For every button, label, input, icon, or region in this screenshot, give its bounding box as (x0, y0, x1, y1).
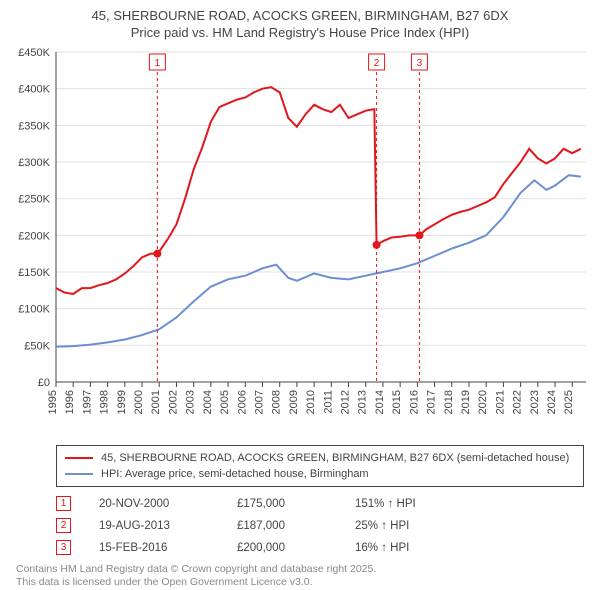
sale-price: £200,000 (237, 542, 327, 554)
sale-date: 19-AUG-2013 (99, 520, 209, 532)
svg-text:2013: 2013 (357, 390, 369, 414)
svg-text:2008: 2008 (271, 390, 283, 414)
sale-pct: 25% ↑ HPI (355, 520, 455, 532)
sales-row: 1 20-NOV-2000 £175,000 151% ↑ HPI (56, 493, 584, 515)
svg-text:1: 1 (155, 58, 161, 69)
legend-swatch (65, 473, 93, 475)
svg-text:2022: 2022 (512, 390, 524, 414)
sale-pct: 151% ↑ HPI (355, 498, 455, 510)
svg-text:2002: 2002 (167, 390, 179, 414)
svg-text:1999: 1999 (116, 390, 128, 414)
svg-text:2005: 2005 (219, 390, 231, 414)
title-subtitle: Price paid vs. HM Land Registry's House … (10, 25, 590, 42)
svg-text:2011: 2011 (322, 390, 334, 414)
svg-text:£50K: £50K (24, 340, 50, 352)
svg-text:£150K: £150K (18, 267, 50, 279)
svg-text:2024: 2024 (546, 390, 558, 414)
sale-price: £175,000 (237, 498, 327, 510)
sale-pct: 16% ↑ HPI (355, 542, 455, 554)
svg-text:2: 2 (374, 58, 380, 69)
title-block: 45, SHERBOURNE ROAD, ACOCKS GREEN, BIRMI… (0, 0, 600, 44)
footer-line: This data is licensed under the Open Gov… (16, 576, 584, 590)
legend-label: HPI: Average price, semi-detached house,… (101, 468, 369, 480)
sales-row: 2 19-AUG-2013 £187,000 25% ↑ HPI (56, 515, 584, 537)
svg-text:2006: 2006 (236, 390, 248, 414)
svg-text:£400K: £400K (18, 83, 50, 95)
svg-text:2020: 2020 (477, 390, 489, 414)
svg-text:£200K: £200K (18, 230, 50, 242)
svg-text:2010: 2010 (305, 390, 317, 414)
chart-container: 45, SHERBOURNE ROAD, ACOCKS GREEN, BIRMI… (0, 0, 600, 590)
legend: 45, SHERBOURNE ROAD, ACOCKS GREEN, BIRMI… (56, 445, 584, 487)
footer-line: Contains HM Land Registry data © Crown c… (16, 563, 584, 577)
svg-text:2007: 2007 (253, 390, 265, 414)
title-address: 45, SHERBOURNE ROAD, ACOCKS GREEN, BIRMI… (10, 8, 590, 25)
svg-text:2012: 2012 (340, 390, 352, 414)
chart-svg: £0 £50K £100K £150K £200K £250K £300K £350K £400… (0, 44, 600, 439)
svg-text:2015: 2015 (391, 390, 403, 414)
svg-text:£300K: £300K (18, 157, 50, 169)
sale-price: £187,000 (237, 520, 327, 532)
legend-row: HPI: Average price, semi-detached house,… (65, 466, 575, 482)
sales-row: 3 15-FEB-2016 £200,000 16% ↑ HPI (56, 537, 584, 559)
svg-text:2001: 2001 (150, 390, 162, 414)
sales-table: 1 20-NOV-2000 £175,000 151% ↑ HPI 2 19-A… (56, 493, 584, 559)
svg-text:3: 3 (417, 58, 423, 69)
svg-text:2021: 2021 (494, 390, 506, 414)
sale-date: 20-NOV-2000 (99, 498, 209, 510)
svg-text:2004: 2004 (202, 390, 214, 414)
svg-text:2000: 2000 (133, 390, 145, 414)
svg-text:2014: 2014 (374, 390, 386, 414)
svg-text:1995: 1995 (47, 390, 59, 414)
svg-text:1997: 1997 (81, 390, 93, 414)
svg-text:2018: 2018 (443, 390, 455, 414)
svg-text:2003: 2003 (185, 390, 197, 414)
legend-row: 45, SHERBOURNE ROAD, ACOCKS GREEN, BIRMI… (65, 450, 575, 466)
svg-text:1996: 1996 (64, 390, 76, 414)
svg-text:2009: 2009 (288, 390, 300, 414)
svg-text:£100K: £100K (18, 303, 50, 315)
footer: Contains HM Land Registry data © Crown c… (16, 563, 584, 590)
chart-area: £0 £50K £100K £150K £200K £250K £300K £350K £400… (0, 44, 600, 439)
sale-flag-icon: 1 (56, 496, 71, 511)
svg-text:1998: 1998 (99, 390, 111, 414)
svg-text:2017: 2017 (426, 390, 438, 414)
svg-text:£350K: £350K (18, 120, 50, 132)
svg-text:2016: 2016 (408, 390, 420, 414)
svg-text:£250K: £250K (18, 193, 50, 205)
svg-text:2023: 2023 (529, 390, 541, 414)
svg-text:2025: 2025 (563, 390, 575, 414)
svg-text:£0: £0 (38, 377, 50, 389)
sale-flag-icon: 2 (56, 518, 71, 533)
legend-label: 45, SHERBOURNE ROAD, ACOCKS GREEN, BIRMI… (101, 452, 569, 464)
svg-text:2019: 2019 (460, 390, 472, 414)
sale-flag-icon: 3 (56, 540, 71, 555)
legend-swatch (65, 457, 93, 459)
sale-date: 15-FEB-2016 (99, 542, 209, 554)
svg-text:£450K: £450K (18, 47, 50, 59)
